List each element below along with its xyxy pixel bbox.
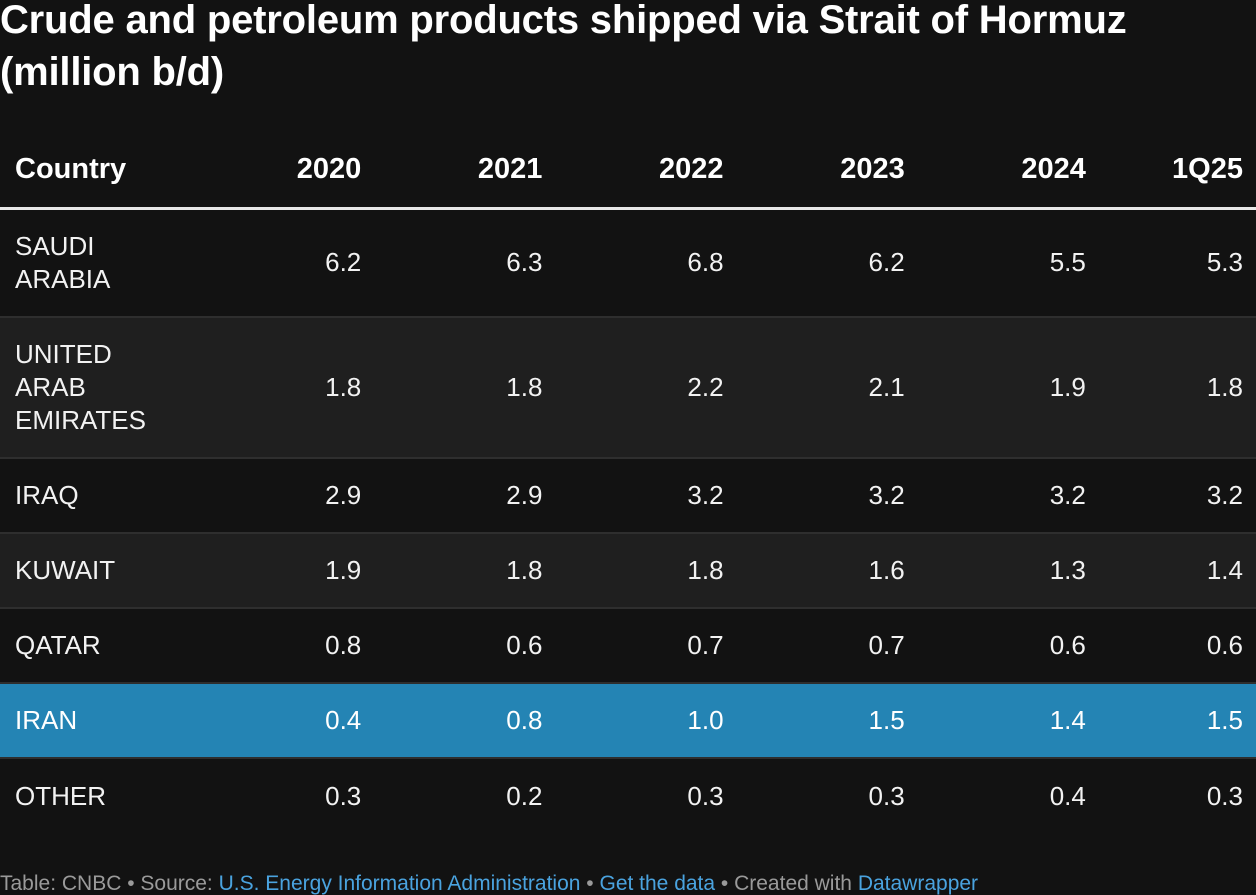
value-cell: 5.5 — [904, 208, 1086, 318]
datawrapper-link[interactable]: Datawrapper — [857, 872, 979, 895]
data-table: Country 2020 2021 2022 2023 2024 1Q25 SA… — [0, 132, 1256, 833]
table-row: UNITED ARAB EMIRATES 1.8 1.8 2.2 2.1 1.9 1.8 — [0, 317, 1256, 459]
value-cell: 0.3 — [1085, 758, 1256, 833]
value-cell: 0.6 — [1085, 608, 1256, 684]
value-cell: 1.3 — [904, 533, 1086, 609]
country-cell: SAUDI ARABIA — [0, 208, 181, 318]
chart-title: Crude and petroleum products shipped via… — [0, 0, 1127, 94]
value-cell: 1.8 — [542, 533, 724, 609]
value-cell: 0.8 — [361, 683, 543, 759]
column-header-2021[interactable]: 2021 — [361, 132, 543, 210]
value-cell: 1.5 — [1085, 683, 1256, 759]
country-cell: OTHER — [0, 758, 181, 833]
table-row: KUWAIT 1.9 1.8 1.8 1.6 1.3 1.4 — [0, 533, 1256, 609]
value-cell: 0.7 — [542, 608, 724, 684]
value-cell: 3.2 — [1085, 458, 1256, 534]
footer-prefix: Table: CNBC • Source: — [0, 872, 219, 895]
value-cell: 1.4 — [904, 683, 1086, 759]
value-cell: 6.2 — [723, 208, 905, 318]
column-header-country[interactable]: Country — [0, 132, 181, 210]
value-cell: 1.8 — [180, 317, 362, 459]
value-cell: 0.7 — [723, 608, 905, 684]
value-cell: 3.2 — [723, 458, 905, 534]
column-header-1q25[interactable]: 1Q25 — [1085, 132, 1256, 210]
value-cell: 1.5 — [723, 683, 905, 759]
column-header-2023[interactable]: 2023 — [723, 132, 905, 210]
footer-separator: • — [580, 872, 600, 895]
value-cell: 1.8 — [1085, 317, 1256, 459]
value-cell: 2.1 — [723, 317, 905, 459]
value-cell: 0.3 — [723, 758, 905, 833]
table-header: Country 2020 2021 2022 2023 2024 1Q25 — [0, 132, 1256, 210]
country-cell: UNITED ARAB EMIRATES — [0, 317, 181, 459]
column-header-2022[interactable]: 2022 — [542, 132, 724, 210]
get-data-link[interactable]: Get the data — [599, 872, 716, 895]
value-cell: 3.2 — [542, 458, 724, 534]
value-cell: 5.3 — [1085, 208, 1256, 318]
value-cell: 2.9 — [180, 458, 362, 534]
value-cell: 6.8 — [542, 208, 724, 318]
country-cell: QATAR — [0, 608, 181, 684]
column-header-2024[interactable]: 2024 — [904, 132, 1086, 210]
value-cell: 1.9 — [180, 533, 362, 609]
value-cell: 0.4 — [904, 758, 1086, 833]
header-row: Country 2020 2021 2022 2023 2024 1Q25 — [0, 132, 1256, 210]
value-cell: 2.9 — [361, 458, 543, 534]
value-cell: 0.6 — [904, 608, 1086, 684]
source-link[interactable]: U.S. Energy Information Administration — [218, 872, 581, 895]
value-cell: 0.3 — [542, 758, 724, 833]
value-cell: 1.8 — [361, 533, 543, 609]
value-cell: 1.8 — [361, 317, 543, 459]
value-cell: 3.2 — [904, 458, 1086, 534]
table-row: IRAQ 2.9 2.9 3.2 3.2 3.2 3.2 — [0, 458, 1256, 534]
value-cell: 1.4 — [1085, 533, 1256, 609]
table-row: IRAN 0.4 0.8 1.0 1.5 1.4 1.5 — [0, 683, 1256, 759]
column-header-2020[interactable]: 2020 — [180, 132, 362, 210]
value-cell: 6.2 — [180, 208, 362, 318]
value-cell: 0.8 — [180, 608, 362, 684]
value-cell: 0.2 — [361, 758, 543, 833]
value-cell: 0.6 — [361, 608, 543, 684]
footer-created-text: • Created with — [715, 872, 858, 895]
value-cell: 1.6 — [723, 533, 905, 609]
country-cell: IRAQ — [0, 458, 181, 534]
value-cell: 0.4 — [180, 683, 362, 759]
footer: Table: CNBC • Source: U.S. Energy Inform… — [0, 870, 978, 895]
country-cell: KUWAIT — [0, 533, 181, 609]
value-cell: 1.9 — [904, 317, 1086, 459]
table-body: SAUDI ARABIA 6.2 6.3 6.8 6.2 5.5 5.3 UNITED ARA… — [0, 208, 1256, 833]
country-cell: IRAN — [0, 683, 181, 759]
value-cell: 2.2 — [542, 317, 724, 459]
table-row: QATAR 0.8 0.6 0.7 0.7 0.6 0.6 — [0, 608, 1256, 684]
table-row: OTHER 0.3 0.2 0.3 0.3 0.4 0.3 — [0, 758, 1256, 833]
value-cell: 6.3 — [361, 208, 543, 318]
table-row: SAUDI ARABIA 6.2 6.3 6.8 6.2 5.5 5.3 — [0, 208, 1256, 318]
value-cell: 0.3 — [180, 758, 362, 833]
value-cell: 1.0 — [542, 683, 724, 759]
